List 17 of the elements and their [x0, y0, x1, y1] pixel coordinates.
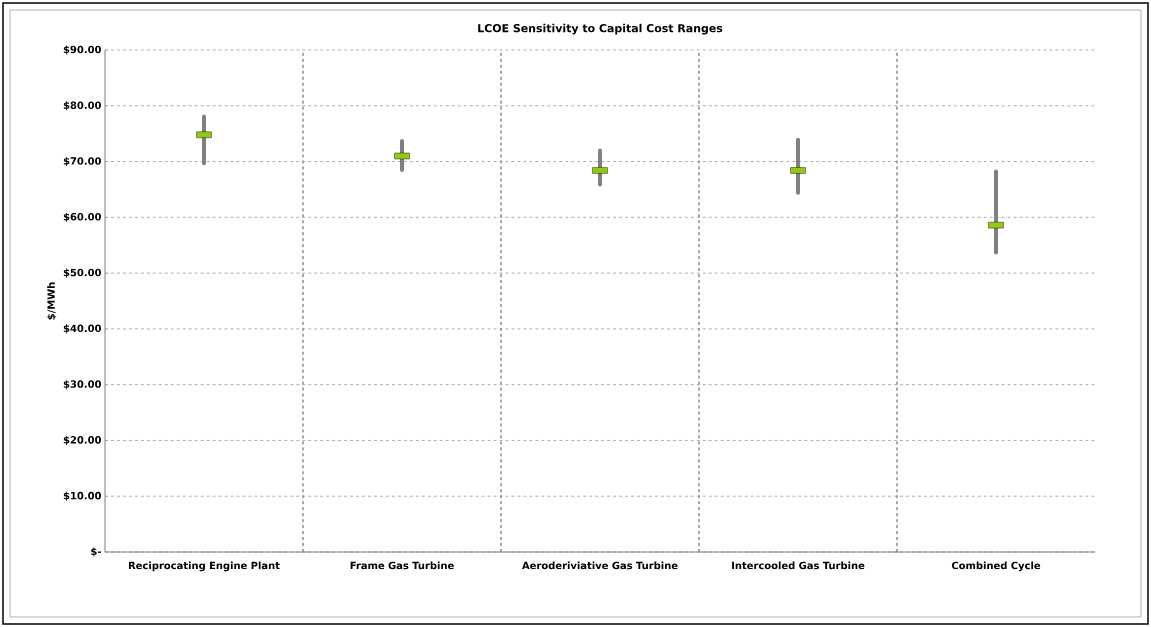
chart-title: LCOE Sensitivity to Capital Cost Ranges — [478, 23, 723, 35]
y-tick-label: $20.00 — [63, 435, 102, 445]
x-tick-label: Reciprocating Engine Plant — [128, 561, 280, 572]
y-tick-label: $50.00 — [63, 268, 102, 278]
y-tick-label: $30.00 — [63, 380, 102, 390]
y-tick-label: $40.00 — [63, 324, 102, 334]
x-tick-label: Intercooled Gas Turbine — [732, 561, 865, 570]
y-tick-label: $70.00 — [63, 157, 102, 167]
x-tick-label: Frame Gas Turbine — [350, 561, 454, 570]
y-tick-label: $60.00 — [63, 212, 102, 222]
y-tick-label: $10.00 — [63, 491, 102, 501]
y-tick-label: $- — [91, 547, 101, 557]
y-axis-title: $/MWh — [47, 282, 57, 320]
y-tick-label: $80.00 — [63, 101, 102, 111]
y-tick-label: $90.00 — [63, 45, 102, 55]
x-tick-label: Combined Cycle — [951, 561, 1041, 572]
x-tick-label: Aeroderiviative Gas Turbine — [522, 561, 678, 570]
